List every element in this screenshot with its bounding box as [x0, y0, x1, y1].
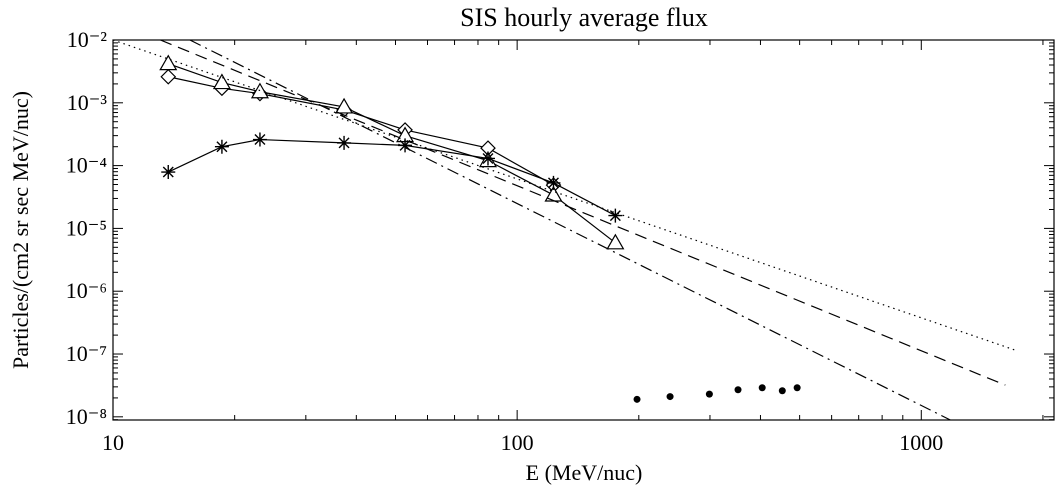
- triangle-marker: [212, 73, 231, 90]
- asterisk-marker: [214, 139, 229, 154]
- asterisk-marker: [480, 151, 495, 166]
- dot-marker: [758, 384, 766, 392]
- dot-marker: [633, 395, 641, 403]
- series-line: [168, 76, 554, 186]
- y-tick-label: 10⁻⁴: [66, 153, 108, 178]
- x-axis-label: E (MeV/nuc): [526, 460, 643, 485]
- diamond-marker: [160, 68, 177, 85]
- asterisk-marker: [398, 138, 413, 153]
- series-line: [189, 40, 951, 420]
- y-tick-label: 10⁻⁶: [66, 278, 107, 303]
- series-line: [168, 63, 616, 244]
- asterisk-marker: [337, 135, 352, 150]
- plot-frame: [112, 39, 1055, 421]
- y-axis-label: Particles/(cm2 sr sec MeV/nuc): [8, 91, 33, 369]
- dot-marker: [666, 393, 674, 401]
- dot-marker: [705, 390, 713, 398]
- dot-marker: [734, 386, 742, 394]
- asterisk-marker: [608, 208, 623, 223]
- series-line: [167, 138, 616, 217]
- y-tick-label: 10⁻²: [67, 27, 108, 52]
- dot-marker: [793, 384, 801, 392]
- x-tick-label: 100: [501, 430, 534, 455]
- triangle-marker: [335, 97, 354, 114]
- y-tick-label: 10⁻⁸: [66, 404, 107, 429]
- dot-marker: [778, 387, 786, 395]
- y-tick-label: 10⁻⁵: [66, 215, 107, 240]
- y-tick-label: 10⁻³: [67, 90, 108, 115]
- asterisk-marker: [252, 132, 267, 147]
- series-line: [113, 40, 1016, 351]
- asterisk-marker: [161, 165, 176, 180]
- triangle-marker: [606, 233, 625, 250]
- series-line: [160, 40, 1006, 386]
- asterisk-marker: [546, 175, 561, 190]
- x-tick-label: 1000: [899, 430, 943, 455]
- triangle-marker: [159, 54, 178, 71]
- chart-title: SIS hourly average flux: [460, 3, 708, 32]
- x-tick-label: 10: [102, 430, 124, 455]
- y-tick-label: 10⁻⁷: [66, 341, 107, 366]
